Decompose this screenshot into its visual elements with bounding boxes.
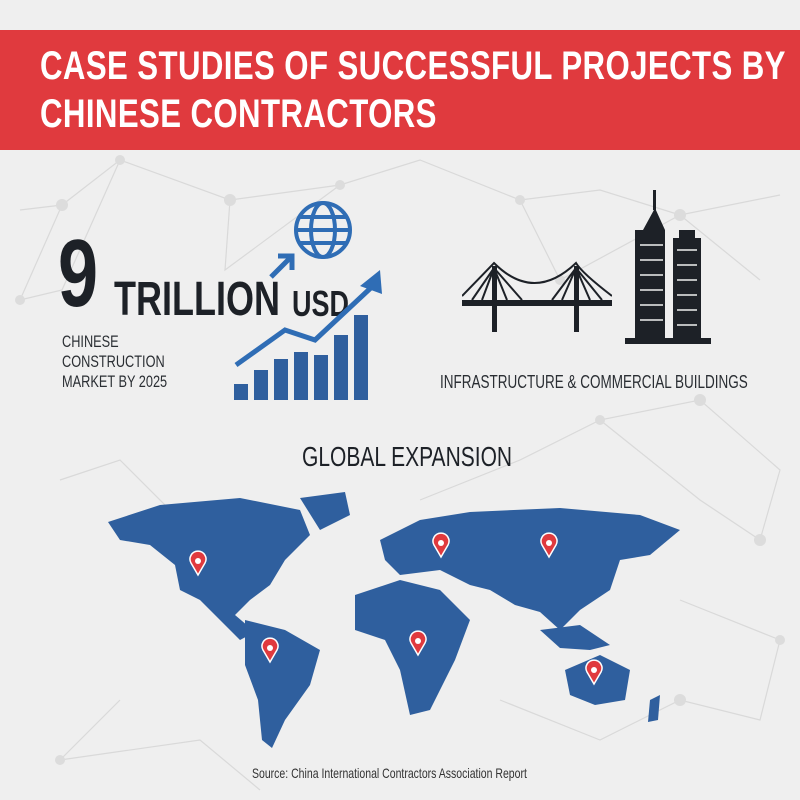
- skyscraper-icon: [625, 190, 711, 344]
- pin-icon: [261, 637, 279, 664]
- growth-bar-chart-icon: [234, 270, 382, 400]
- stat-number: 9: [58, 220, 99, 327]
- pin-icon: [432, 532, 450, 559]
- africa: [355, 580, 470, 715]
- caption-line: CHINESE: [62, 332, 119, 351]
- southeast-asia: [540, 625, 610, 650]
- source-note: Source: China International Contractors …: [252, 765, 527, 781]
- new-zealand: [648, 695, 660, 722]
- caption-line: CONSTRUCTION: [62, 352, 165, 371]
- bridge-icon: [462, 261, 612, 332]
- south-america: [245, 620, 320, 748]
- expansion-title: GLOBAL EXPANSION: [302, 441, 513, 472]
- north-america: [108, 498, 310, 640]
- pin-icon: [585, 659, 603, 686]
- stat-unit: TRILLION: [114, 273, 280, 326]
- title-banner: [0, 30, 800, 150]
- title-line-2: CHINESE CONTRACTORS: [40, 92, 437, 136]
- arrow-up-right-icon: [269, 253, 295, 279]
- pin-icon: [409, 630, 427, 657]
- europe-asia: [380, 508, 680, 630]
- infrastructure-label: INFRASTRUCTURE & COMMERCIAL BUILDINGS: [440, 372, 748, 392]
- title-line-1: CASE STUDIES OF SUCCESSFUL PROJECTS BY: [40, 44, 786, 88]
- map-pins: [189, 532, 603, 686]
- globe-icon: [294, 201, 352, 259]
- greenland: [300, 492, 350, 530]
- stat-caption: CHINESE CONSTRUCTION MARKET BY 2025: [62, 332, 167, 392]
- caption-line: MARKET BY 2025: [62, 372, 168, 391]
- pin-icon: [540, 532, 558, 559]
- pin-icon: [189, 550, 207, 577]
- australia: [565, 655, 630, 705]
- page-title: CASE STUDIES OF SUCCESSFUL PROJECTS BY CH…: [40, 42, 786, 138]
